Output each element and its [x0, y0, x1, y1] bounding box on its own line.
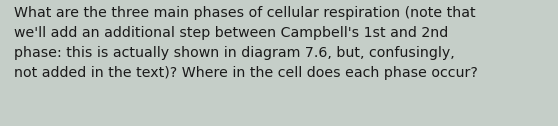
Text: What are the three main phases of cellular respiration (note that
we'll add an a: What are the three main phases of cellul… [14, 6, 478, 80]
